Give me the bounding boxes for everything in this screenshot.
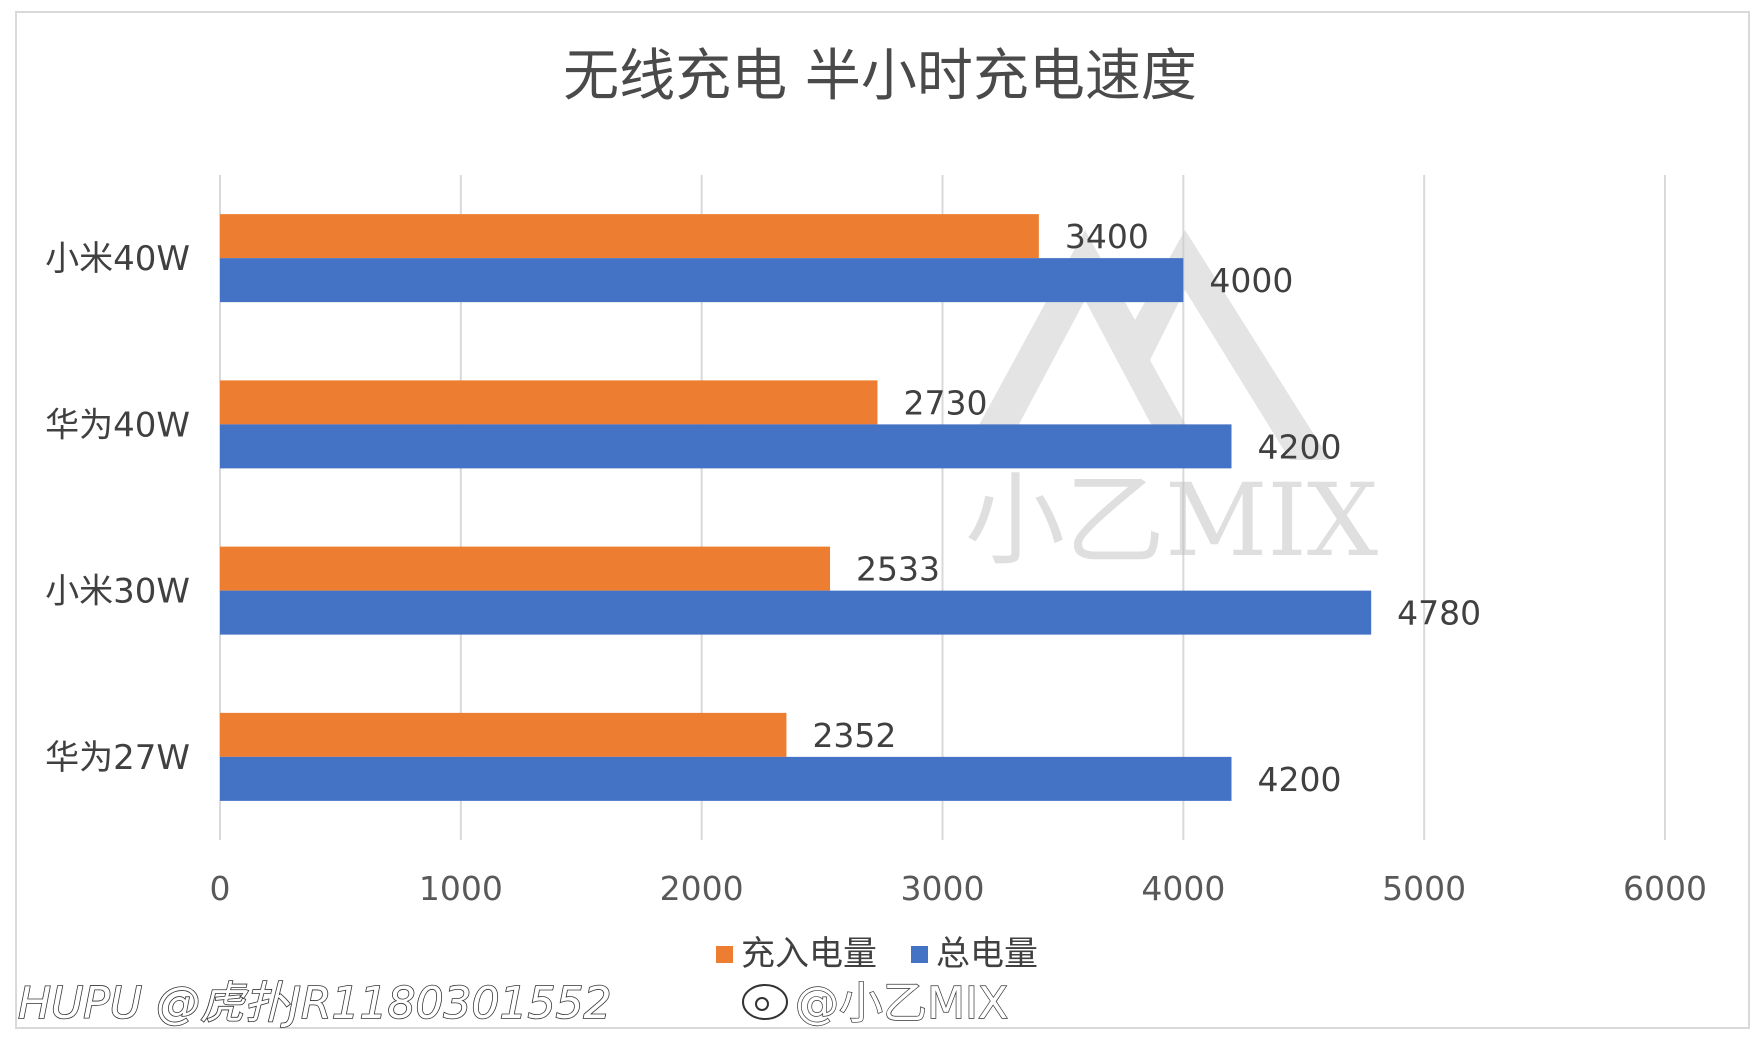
bar-charged-3 [220,712,787,757]
data-label: 3400 [1065,217,1149,256]
footer-weibo-watermark: @小乙MIX [742,977,1009,1030]
data-labels: 3400 4000 2730 4200 2533 4780 2352 4200 [812,217,1481,799]
legend-label-0: 充入电量 [741,934,877,974]
bar-charged-2 [220,546,831,591]
category-label: 小米30W [45,572,190,612]
category-labels: 小米40W 华为40W 小米30W 华为27W [45,239,190,778]
legend-label-1: 总电量 [936,934,1038,974]
x-tick-label: 6000 [1623,869,1707,908]
watermark-logo-m [960,230,1330,460]
data-label: 2352 [812,716,896,755]
watermark: 小乙MIX [960,230,1378,579]
legend-swatch-0 [716,946,733,963]
bar-total-1 [220,424,1232,469]
x-tick-label: 5000 [1382,869,1466,908]
x-tick-label: 2000 [660,869,744,908]
category-label: 华为40W [45,405,190,445]
chart-frame [15,11,1750,1029]
data-label: 4200 [1258,760,1342,799]
x-tick-label: 3000 [901,869,985,908]
legend-swatch-1 [911,946,928,963]
bar-total-3 [220,756,1232,801]
x-tick-label: 4000 [1141,869,1225,908]
bar-charged-0 [220,214,1039,259]
bar-total-0 [220,258,1184,303]
data-label: 2533 [856,550,940,589]
bars [220,214,1372,801]
x-tick-label: 1000 [419,869,503,908]
x-tick-label: 0 [210,869,231,908]
legend: 充入电量 总电量 [716,934,1038,974]
data-label: 4200 [1258,427,1342,466]
weibo-icon [742,984,788,1020]
data-label: 4780 [1397,594,1481,633]
footer-hupu-watermark: HUPU @虎扑JR1180301552 [18,978,612,1029]
bar-charged-1 [220,380,878,425]
category-label: 华为27W [45,738,190,778]
category-label: 小米40W [45,239,190,279]
watermark-text: 小乙MIX [965,462,1378,579]
data-label: 4000 [1209,261,1293,300]
chart-title: 无线充电 半小时充电速度 [563,44,1197,109]
x-axis-tick-labels: 0 1000 2000 3000 4000 5000 6000 [210,869,1707,908]
footer-weibo-text: @小乙MIX [795,978,1008,1029]
bar-total-2 [220,590,1372,635]
data-label: 2730 [903,383,987,422]
weibo-icon-eye [755,997,769,1011]
